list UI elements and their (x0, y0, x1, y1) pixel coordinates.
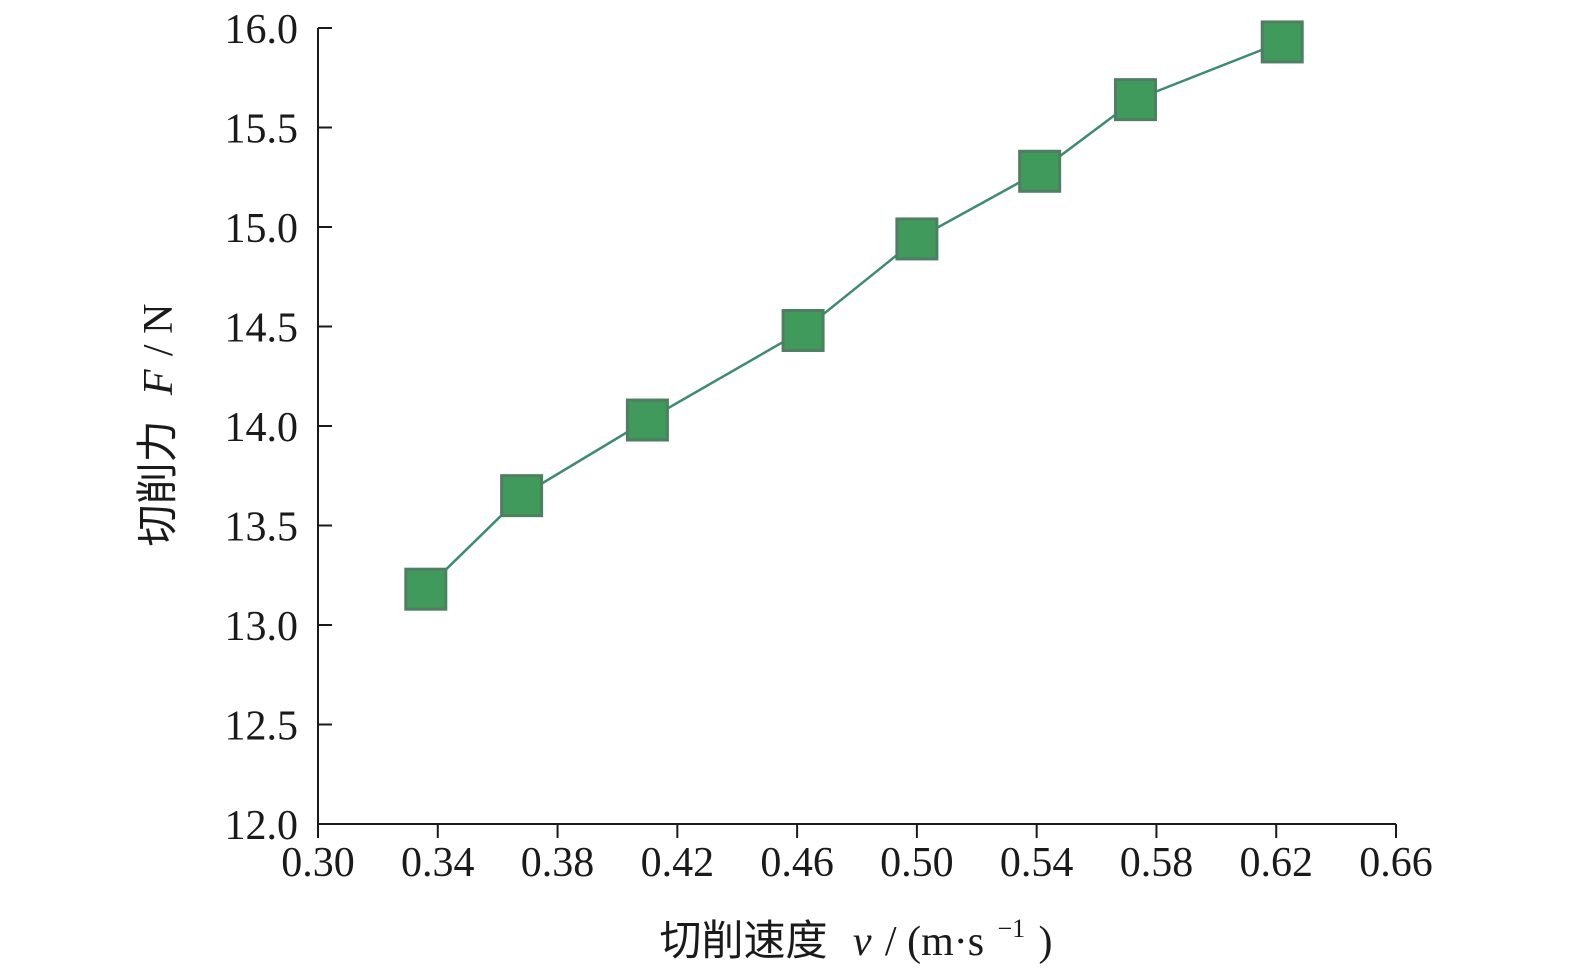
y-tick-label: 12.5 (225, 704, 299, 750)
y-tick-label: 15.5 (225, 107, 299, 153)
x-axis-label-cjk: 切削速度 (660, 916, 828, 965)
y-tick-label: 16.0 (225, 7, 299, 53)
x-tick-label: 0.66 (1359, 840, 1433, 886)
x-ticks: 0.30 0.34 0.38 0.42 0.46 0.50 0.54 0.58 0.62 0.66 (281, 824, 1433, 886)
data-point-marker (895, 217, 939, 261)
y-tick-label: 13.5 (225, 505, 299, 551)
y-axis-label-symbol: F (136, 369, 182, 396)
data-point-marker (404, 567, 448, 611)
x-tick-label: 0.62 (1239, 840, 1313, 886)
x-tick-label: 0.42 (641, 840, 715, 886)
y-tick-label: 15.0 (225, 206, 299, 252)
x-tick-label: 0.34 (401, 840, 475, 886)
series-line (424, 40, 1283, 591)
x-tick-label: 0.30 (281, 840, 355, 886)
x-axis-label-unit-sup: −1 (997, 914, 1025, 943)
data-point-marker (1113, 78, 1157, 122)
data-point-marker (1018, 149, 1062, 193)
x-tick-label: 0.54 (1000, 840, 1074, 886)
x-tick-label: 0.46 (760, 840, 834, 886)
y-tick-label: 12.0 (225, 803, 299, 849)
data-point-marker (500, 474, 544, 518)
x-tick-label: 0.58 (1120, 840, 1194, 886)
y-tick-label: 14.5 (225, 306, 299, 352)
x-axis-label-unit-close: ) (1038, 919, 1052, 965)
y-axis-label-cjk: 切削力 (133, 420, 182, 546)
y-tick-label: 13.0 (225, 604, 299, 650)
x-axis-label: 切削速度 v / (m·s −1 ) (660, 898, 1053, 965)
x-axis-label-symbol: v (853, 919, 872, 965)
y-axis-label-unit: / N (136, 304, 182, 357)
x-tick-label: 0.38 (521, 840, 595, 886)
axes (317, 28, 1396, 825)
y-tick-label: 14.0 (225, 405, 299, 451)
y-axis-label: 切削力 F / N (133, 304, 182, 547)
data-point-marker (781, 308, 825, 352)
data-point-marker (625, 398, 669, 442)
y-ticks: 12.0 12.5 13.0 13.5 14.0 14.5 15.0 15.5 16.0 (225, 7, 332, 849)
data-point-marker (1260, 20, 1304, 64)
series-layer (404, 20, 1304, 611)
x-tick-label: 0.50 (880, 840, 954, 886)
x-axis-label-unit-open: / (m·s (885, 919, 984, 965)
